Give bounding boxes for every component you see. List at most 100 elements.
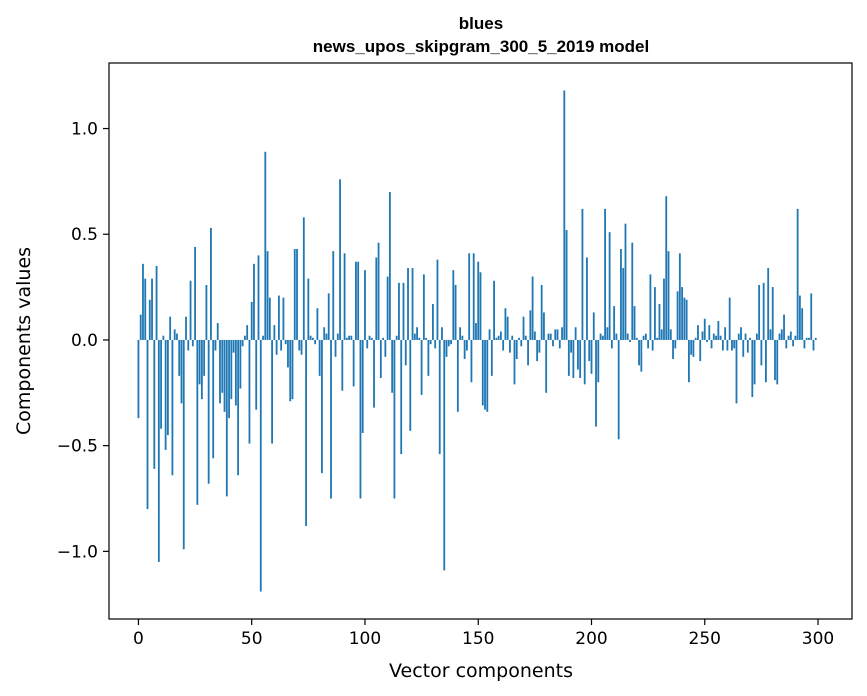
bar bbox=[450, 339, 452, 345]
bar bbox=[395, 335, 398, 340]
bar bbox=[703, 318, 706, 340]
bar bbox=[221, 339, 224, 393]
bar bbox=[160, 339, 162, 429]
chart-title: blues bbox=[459, 14, 503, 33]
bar bbox=[166, 339, 169, 436]
bar bbox=[658, 304, 661, 340]
bar bbox=[350, 335, 353, 340]
x-tick-label: 150 bbox=[462, 629, 494, 649]
bar bbox=[554, 329, 557, 340]
bar bbox=[357, 261, 360, 340]
bar bbox=[740, 327, 742, 340]
bar bbox=[685, 299, 688, 340]
bar bbox=[499, 331, 502, 340]
bar bbox=[404, 339, 407, 366]
bar bbox=[323, 327, 326, 340]
bar bbox=[402, 282, 405, 340]
bar bbox=[432, 304, 434, 340]
bar bbox=[570, 339, 573, 353]
bar bbox=[556, 329, 559, 340]
bar bbox=[343, 253, 346, 340]
bar bbox=[583, 339, 586, 385]
bar bbox=[191, 339, 194, 347]
bar bbox=[504, 308, 507, 340]
bar bbox=[699, 339, 702, 362]
bars-group bbox=[137, 90, 817, 592]
bar bbox=[753, 339, 756, 385]
bar bbox=[196, 339, 199, 505]
bar bbox=[640, 339, 643, 372]
bar bbox=[595, 339, 597, 427]
bar bbox=[676, 291, 679, 340]
bar bbox=[470, 339, 473, 383]
x-tick-label: 250 bbox=[689, 629, 721, 649]
bar bbox=[472, 253, 475, 340]
bar bbox=[461, 335, 464, 340]
bar bbox=[311, 337, 314, 340]
bar bbox=[445, 339, 448, 357]
bar bbox=[142, 263, 144, 340]
bar bbox=[293, 249, 296, 340]
bar bbox=[533, 331, 536, 340]
bar bbox=[146, 339, 149, 510]
y-tick-label: −0.5 bbox=[57, 437, 98, 457]
bar bbox=[497, 335, 500, 340]
bar bbox=[239, 339, 242, 389]
bar bbox=[422, 274, 425, 340]
bar bbox=[171, 339, 174, 476]
bar bbox=[398, 282, 400, 340]
bar bbox=[305, 339, 307, 526]
bar bbox=[579, 339, 582, 378]
bar bbox=[810, 293, 813, 340]
bar bbox=[237, 339, 240, 476]
bar bbox=[391, 339, 394, 393]
bar bbox=[798, 295, 801, 340]
bar bbox=[289, 339, 292, 402]
bar bbox=[608, 232, 611, 340]
bar bbox=[203, 339, 206, 376]
bar bbox=[481, 339, 484, 406]
bar bbox=[805, 337, 808, 340]
bar bbox=[151, 278, 153, 340]
bar bbox=[710, 339, 713, 349]
bar bbox=[694, 337, 697, 340]
bar bbox=[330, 339, 332, 499]
bar bbox=[638, 339, 640, 366]
bar bbox=[783, 314, 785, 340]
bar bbox=[436, 259, 439, 340]
bar bbox=[663, 278, 665, 340]
bar bbox=[253, 263, 255, 340]
bar bbox=[529, 310, 532, 340]
bar bbox=[586, 257, 588, 340]
bar bbox=[155, 265, 158, 340]
bar bbox=[667, 251, 670, 340]
bar bbox=[796, 208, 799, 340]
bar bbox=[617, 339, 620, 440]
bar bbox=[341, 339, 344, 391]
bar bbox=[577, 339, 579, 370]
bar bbox=[545, 339, 548, 393]
bar bbox=[626, 333, 629, 340]
bar bbox=[228, 339, 230, 419]
bar bbox=[248, 339, 251, 444]
bar bbox=[178, 339, 181, 376]
bar bbox=[314, 339, 317, 345]
bar bbox=[656, 337, 659, 340]
bar bbox=[250, 301, 253, 340]
bar bbox=[180, 339, 183, 404]
bar bbox=[792, 339, 795, 347]
bar bbox=[441, 327, 443, 340]
bar bbox=[475, 323, 477, 340]
bar bbox=[210, 227, 212, 340]
bar bbox=[148, 299, 151, 340]
y-tick-label: 0.5 bbox=[71, 225, 98, 245]
bar bbox=[563, 90, 566, 340]
bar bbox=[384, 339, 387, 357]
bar bbox=[751, 339, 754, 398]
bar bbox=[769, 329, 772, 340]
bar bbox=[379, 339, 382, 378]
bar bbox=[189, 280, 192, 340]
bar bbox=[359, 339, 362, 499]
y-axis: −1.0 −0.5 0.0 0.5 1.0 bbox=[57, 120, 109, 562]
bar bbox=[538, 339, 541, 353]
